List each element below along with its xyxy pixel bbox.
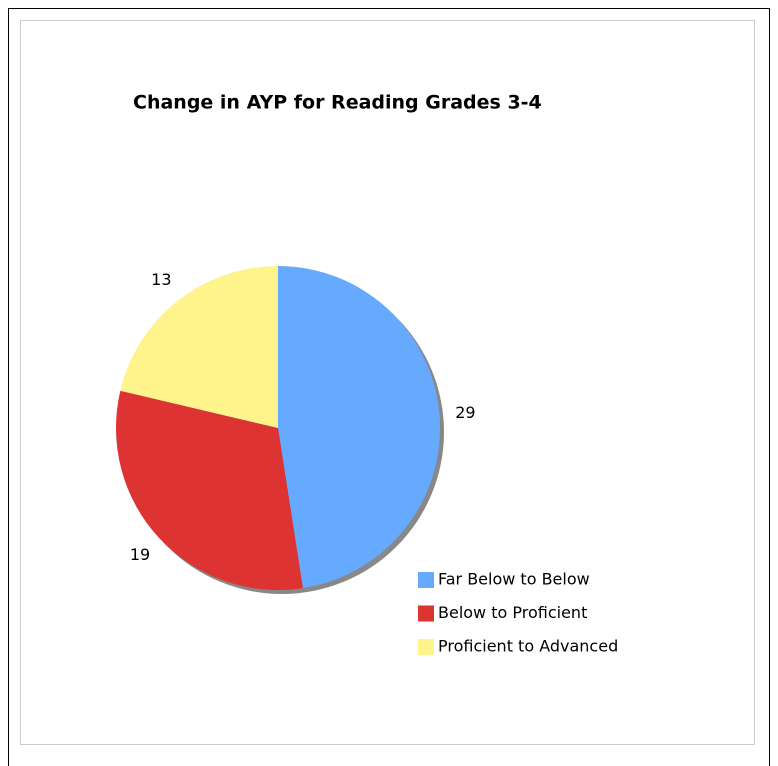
plot-area: Change in AYP for Reading Grades 3-4 29 1…	[115, 92, 618, 656]
data-label: 19	[130, 545, 150, 564]
legend-swatch	[418, 639, 434, 655]
chart-title: Change in AYP for Reading Grades 3-4	[133, 92, 542, 114]
legend-label: Far Below to Below	[438, 570, 590, 589]
inner-frame	[20, 20, 755, 745]
legend-swatch	[418, 605, 434, 622]
legend-label: Proficient to Advanced	[438, 637, 618, 656]
data-label: 13	[151, 270, 171, 289]
outer-frame	[8, 8, 770, 766]
legend-label: Below to Proficient	[438, 603, 587, 622]
pie-slice	[120, 266, 278, 428]
data-label: 29	[455, 403, 475, 422]
pie-slice	[278, 266, 441, 589]
legend-swatch	[418, 572, 434, 588]
pie-slice	[115, 390, 303, 590]
